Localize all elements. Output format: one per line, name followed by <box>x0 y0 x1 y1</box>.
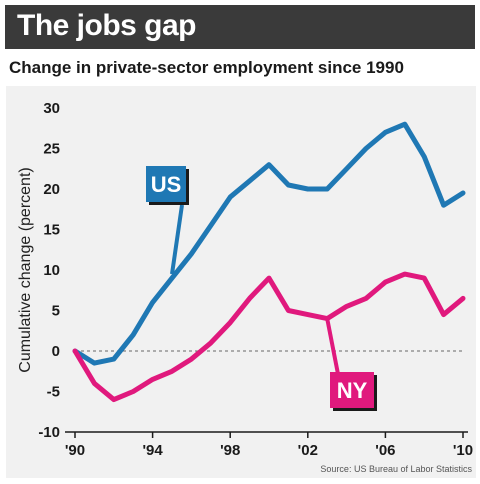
plot-background <box>6 86 476 478</box>
y-tick-label: -10 <box>38 424 60 441</box>
x-tick-label: '90 <box>65 442 85 459</box>
y-tick-label: 10 <box>43 262 60 279</box>
source-note: Source: US Bureau of Labor Statistics <box>320 464 472 474</box>
x-tick-label: '02 <box>298 442 318 459</box>
series-lines <box>72 121 466 403</box>
series-label-us: US <box>151 172 182 197</box>
series-labels: US NY <box>146 166 377 411</box>
chart-title: The jobs gap <box>17 9 197 42</box>
y-tick-label: 15 <box>43 222 60 239</box>
x-tick-label: '06 <box>375 442 395 459</box>
series-label-ny: NY <box>337 378 368 403</box>
series-label-box-ny <box>330 372 374 408</box>
chart-subtitle: Change in private-sector employment sinc… <box>9 58 404 77</box>
y-tick-label: 0 <box>52 343 60 360</box>
series-leader-us <box>170 204 184 275</box>
x-axis-ticks: '90 '94 '98 '02 '06 '10 <box>65 432 473 459</box>
y-tick-label: 25 <box>43 141 60 158</box>
series-line-ny <box>72 271 466 403</box>
x-tick-label: '94 <box>142 442 163 459</box>
series-label-box-us <box>146 166 186 202</box>
y-axis-label: Cumulative change (percent) <box>17 167 34 372</box>
y-tick-label: 5 <box>52 303 60 320</box>
title-bar: The jobs gap <box>5 5 475 49</box>
series-leader-ny <box>325 318 340 375</box>
y-tick-label: -5 <box>47 384 60 401</box>
x-tick-label: '10 <box>453 442 473 459</box>
series-line-us <box>72 121 466 366</box>
x-tick-label: '98 <box>220 442 240 459</box>
y-axis-ticks: 30 25 20 15 10 5 0 -5 -10 <box>38 100 60 441</box>
y-tick-label: 30 <box>43 100 60 117</box>
y-tick-label: 20 <box>43 181 60 198</box>
